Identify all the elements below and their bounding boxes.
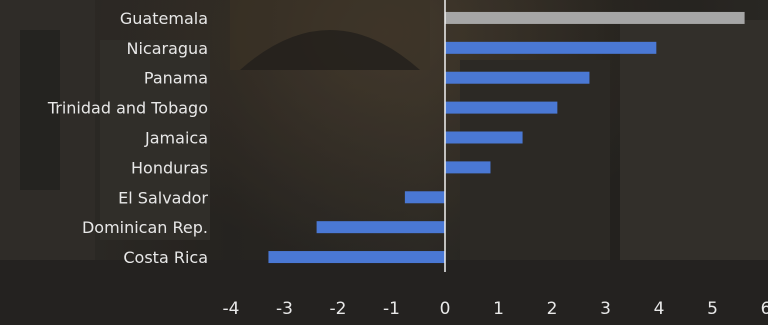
category-label: Honduras (131, 158, 208, 177)
category-label: Trinidad and Tobago (47, 99, 208, 118)
x-tick-label: -2 (330, 299, 347, 319)
bar-nicaragua (445, 41, 657, 54)
bar-jamaica (445, 131, 523, 144)
x-tick-label: -3 (276, 299, 293, 319)
x-tick-label: -4 (223, 299, 240, 319)
x-tick-label: 2 (547, 299, 558, 319)
category-label: Jamaica (144, 129, 208, 148)
category-label: Panama (144, 69, 208, 88)
category-label: Dominican Rep. (82, 218, 208, 237)
x-tick-label: 3 (600, 299, 611, 319)
bar-el-salvador (404, 191, 445, 204)
bar-panama (445, 71, 590, 84)
x-tick-label: 0 (440, 299, 451, 319)
x-tick-label: 5 (707, 299, 718, 319)
category-label: Nicaragua (127, 39, 209, 58)
bar-trinidad-and-tobago (445, 101, 558, 114)
x-tick-label: 1 (493, 299, 504, 319)
x-tick-label: -1 (383, 299, 400, 319)
category-label: Guatemala (120, 9, 208, 28)
category-label: Costa Rica (123, 248, 208, 267)
bar-guatemala (445, 11, 745, 24)
x-tick-label: 6 (761, 299, 768, 319)
bar-dominican-rep (316, 221, 445, 234)
bar-honduras (445, 161, 491, 174)
category-label: El Salvador (118, 188, 208, 207)
bar-costa-rica (268, 251, 445, 264)
x-tick-label: 4 (654, 299, 665, 319)
